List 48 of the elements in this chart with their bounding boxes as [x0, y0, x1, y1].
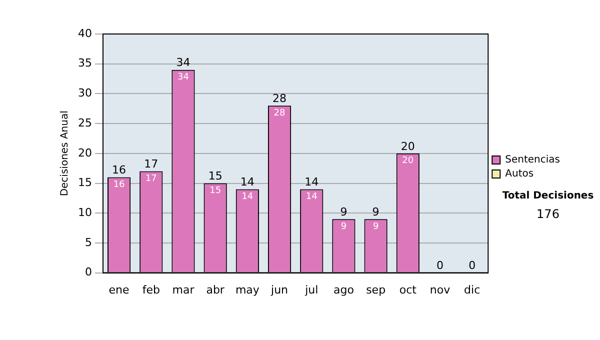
y-tick-label: 25: [78, 116, 92, 130]
data-label: 17: [145, 174, 157, 184]
total-label: 34: [176, 56, 190, 70]
y-tick-label: 5: [84, 236, 92, 249]
y-tick-label: 15: [78, 176, 92, 190]
total-label: 9: [340, 205, 348, 218]
legend-label: Sentencias: [505, 154, 560, 166]
legend-label: Autos: [505, 168, 534, 180]
data-label: 34: [178, 72, 190, 83]
data-label: 9: [372, 222, 379, 232]
x-tick-label: nov: [430, 283, 451, 296]
total-label: 14: [304, 176, 319, 189]
text: Total Decisiones: [502, 190, 594, 202]
total-label: 0: [436, 259, 444, 272]
y-tick-label: 35: [78, 56, 92, 70]
y-tick-label: 30: [78, 86, 92, 100]
y-tick-label: 0: [84, 266, 92, 279]
y-tick-label: 20: [78, 146, 92, 160]
x-tick-label: ene: [108, 283, 130, 296]
x-tick-label: abr: [206, 283, 225, 296]
x-tick-label: ago: [333, 283, 354, 296]
x-tick-label: dic: [464, 283, 480, 296]
total-label: 17: [144, 158, 158, 171]
y-tick-label: 10: [78, 206, 92, 219]
text: 176: [536, 207, 560, 222]
x-tick-label: oct: [399, 283, 418, 296]
x-tick-label: sep: [366, 283, 386, 296]
y-tick-label: 40: [78, 26, 92, 40]
data-label: 14: [242, 192, 254, 202]
x-tick-label: jul: [304, 283, 318, 296]
total-label: 28: [272, 92, 287, 105]
total-label: 20: [400, 140, 415, 153]
x-tick-label: jun: [270, 283, 288, 296]
x-tick-label: mar: [172, 283, 195, 296]
total-label: 15: [208, 170, 222, 183]
data-label: 14: [306, 192, 318, 202]
data-label: 9: [340, 222, 347, 232]
data-label: 15: [210, 186, 222, 196]
total-label: 14: [240, 176, 254, 189]
total-label: 0: [468, 259, 476, 272]
data-label: 28: [274, 108, 286, 118]
total-label: 9: [372, 205, 380, 218]
x-tick-label: feb: [142, 283, 160, 296]
x-tick-label: may: [235, 283, 260, 296]
y-axis-title: Decisiones Anual: [60, 110, 71, 196]
data-label: 20: [402, 156, 414, 166]
total-label: 16: [112, 164, 126, 177]
data-label: 16: [113, 180, 126, 190]
